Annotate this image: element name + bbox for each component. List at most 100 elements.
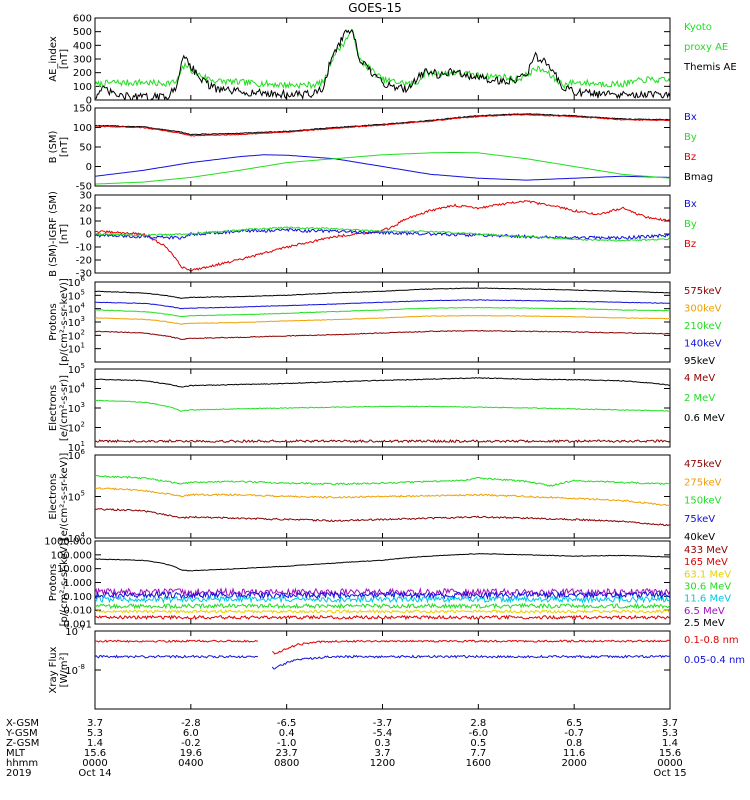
y-tick-label: 20 [79,204,92,215]
y-tick-label: 100 [73,123,92,134]
legend-label: Bz [684,152,696,163]
legend-label: 300keV [684,304,722,315]
y-tick-label: 106 [68,275,86,289]
y-axis-label: Protons [48,564,59,601]
y-axis-label: Electrons [48,385,59,431]
legend-label: 75keV [684,514,715,525]
series-line [95,154,670,181]
series-line [95,226,670,242]
legend-label: 40keV [684,532,715,543]
ephemeris-row-label: Z-GSM [6,738,39,749]
ephemeris-row-label: X-GSM [6,718,39,729]
legend-label: 475keV [684,459,722,470]
ephemeris-row-label: MLT [6,748,26,759]
series-line [95,399,670,412]
panel-frame [94,281,671,363]
ephemeris-value: 19.6 [180,748,202,759]
y-tick-label: 105 [68,490,85,504]
legend-label: Bx [684,112,697,123]
series-line [95,287,670,299]
y-tick-label: 10.000 [57,564,92,575]
ephemeris-row-label: 2019 [6,768,31,779]
panel-7: 1000.000 100.000 10.000 1.000 0.100 0.010 0.00… [44,537,731,631]
y-axis-label: B (SM)-IGRF (SM) [48,191,59,277]
panel-2: 150 100 50 0 -50 B (SM) [nT] Bx By Bz Bmag [48,104,713,193]
legend-label: Bz [684,239,696,250]
series-line [271,654,670,670]
legend-label: By [684,132,697,143]
legend-label: 63.1 MeV [684,569,731,580]
legend-label: 0.6 MeV [684,413,725,424]
series-line [95,507,670,527]
ephemeris-value: 3.7 [375,748,391,759]
y-tick-label: 200 [73,68,92,79]
y-tick-label: 10-7 [65,624,85,638]
y-tick-label: 104 [68,302,86,316]
legend-label: 2.5 MeV [684,618,725,629]
y-tick-label: 1000.000 [44,537,92,548]
ephemeris-value: Oct 14 [78,768,111,779]
y-axis-label: [nT] [59,137,70,157]
ephemeris-value: 0000 [82,758,107,769]
y-tick-label: 105 [68,362,85,376]
ephemeris-value: -0.7 [564,728,584,739]
legend-label: 275keV [684,477,722,488]
series-line [95,609,670,614]
series-line [95,306,670,318]
y-tick-label: 100.000 [51,550,92,561]
y-axis-label: [W/m²] [59,652,70,687]
legend-label: 140keV [684,339,722,350]
panel-3: 30 20 10 0 -10 -20 -30 B (SM)-IGRF (SM) [nT] Bx By… [48,191,697,280]
legend-label: 11.6 MeV [684,594,731,605]
series-line [95,152,670,185]
series-line [95,486,670,507]
legend-label: 433 MeV [684,545,728,556]
legend-label: Kyoto [684,22,712,33]
ephemeris-value: -5.4 [373,728,393,739]
legend-label: 210keV [684,321,722,332]
y-axis-label: AE_index [48,36,59,82]
panel-frame [94,17,671,101]
series-line [95,28,670,90]
y-tick-label: -10 [76,243,92,254]
ephemeris-value: 0400 [178,758,203,769]
panel-1: 600 500 400 300 200 100 0 AE_index [nT] Kyoto prox… [48,14,737,107]
ephemeris-value: 15.6 [659,748,681,759]
ephemeris-value: 0.5 [470,738,486,749]
legend-label: By [684,219,697,230]
ephemeris-value: -2.8 [181,718,201,729]
y-tick-label: 104 [68,382,86,396]
y-axis-label: Electrons [48,473,59,519]
y-tick-label: 0 [86,96,92,107]
legend-label: 165 MeV [684,557,728,568]
legend-label: 0.05-0.4 nm [684,655,745,666]
series-line [95,474,670,487]
series-line [95,602,670,610]
ephemeris-value: -6.0 [469,728,489,739]
ephemeris-row-label: Y-GSM [5,728,38,739]
ephemeris-value: 0800 [274,758,299,769]
legend-label: 2 MeV [684,393,715,404]
ephemeris-value: 5.3 [87,728,103,739]
y-axis-label: [p/(cm²-s-sr-keV)] [59,278,70,366]
ephemeris-value: 0.8 [566,738,582,749]
ephemeris-value: 2.8 [470,718,486,729]
y-tick-label: 103 [68,401,85,415]
series-line [95,639,258,643]
ephemeris-value: -6.5 [277,718,297,729]
legend-label: 575keV [684,286,722,297]
ephemeris-value: 5.3 [662,728,678,739]
series-line [95,28,670,100]
ephemeris-value: 0.4 [279,728,295,739]
ephemeris-value: 0000 [657,758,682,769]
y-tick-label: 0 [86,230,92,241]
y-tick-label: 300 [73,55,92,66]
legend-label: Bmag [684,172,713,183]
ephemeris-value: 7.7 [470,748,486,759]
y-tick-label: 102 [68,328,85,342]
ephemeris-value: 2000 [561,758,586,769]
y-axis-label: [e/(cm²-s-sr)] [59,375,70,441]
